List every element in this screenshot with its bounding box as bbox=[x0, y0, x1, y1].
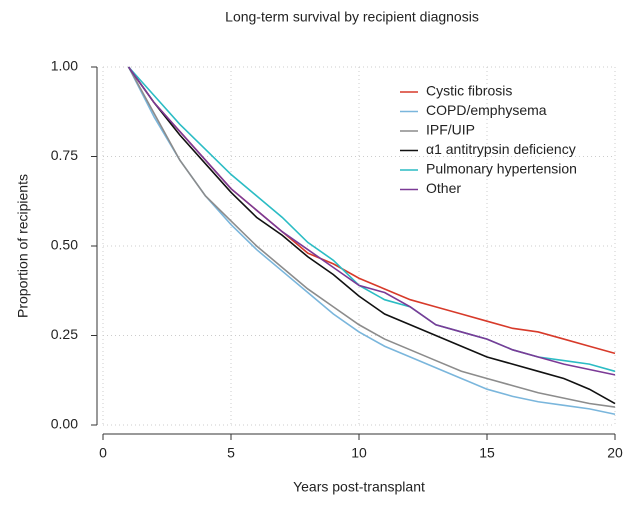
y-tick-label: 0.00 bbox=[51, 416, 78, 432]
x-tick-label: 20 bbox=[607, 445, 623, 461]
x-tick-label: 15 bbox=[479, 445, 495, 461]
chart-title: Long-term survival by recipient diagnosi… bbox=[225, 9, 479, 25]
series-line bbox=[127, 66, 616, 405]
x-tick-label: 5 bbox=[227, 445, 235, 461]
legend-label: Pulmonary hypertension bbox=[426, 161, 577, 177]
y-axis-label: Proportion of recipients bbox=[15, 174, 31, 318]
y-tick-label: 0.75 bbox=[51, 147, 78, 163]
x-tick-label: 10 bbox=[351, 445, 367, 461]
x-axis-label: Years post-transplant bbox=[293, 479, 425, 495]
series-line bbox=[127, 66, 616, 376]
legend-label: IPF/UIP bbox=[426, 122, 475, 138]
y-tick-label: 0.50 bbox=[51, 237, 78, 253]
legend-label: α1 antitrypsin deficiency bbox=[426, 141, 576, 157]
x-tick-label: 0 bbox=[99, 445, 107, 461]
series-line bbox=[127, 66, 616, 408]
legend-label: COPD/emphysema bbox=[426, 102, 547, 118]
legend-label: Other bbox=[426, 180, 461, 196]
y-tick-label: 0.25 bbox=[51, 326, 78, 342]
y-tick-label: 1.00 bbox=[51, 58, 78, 74]
series-line bbox=[127, 66, 616, 416]
legend-label: Cystic fibrosis bbox=[426, 83, 512, 99]
